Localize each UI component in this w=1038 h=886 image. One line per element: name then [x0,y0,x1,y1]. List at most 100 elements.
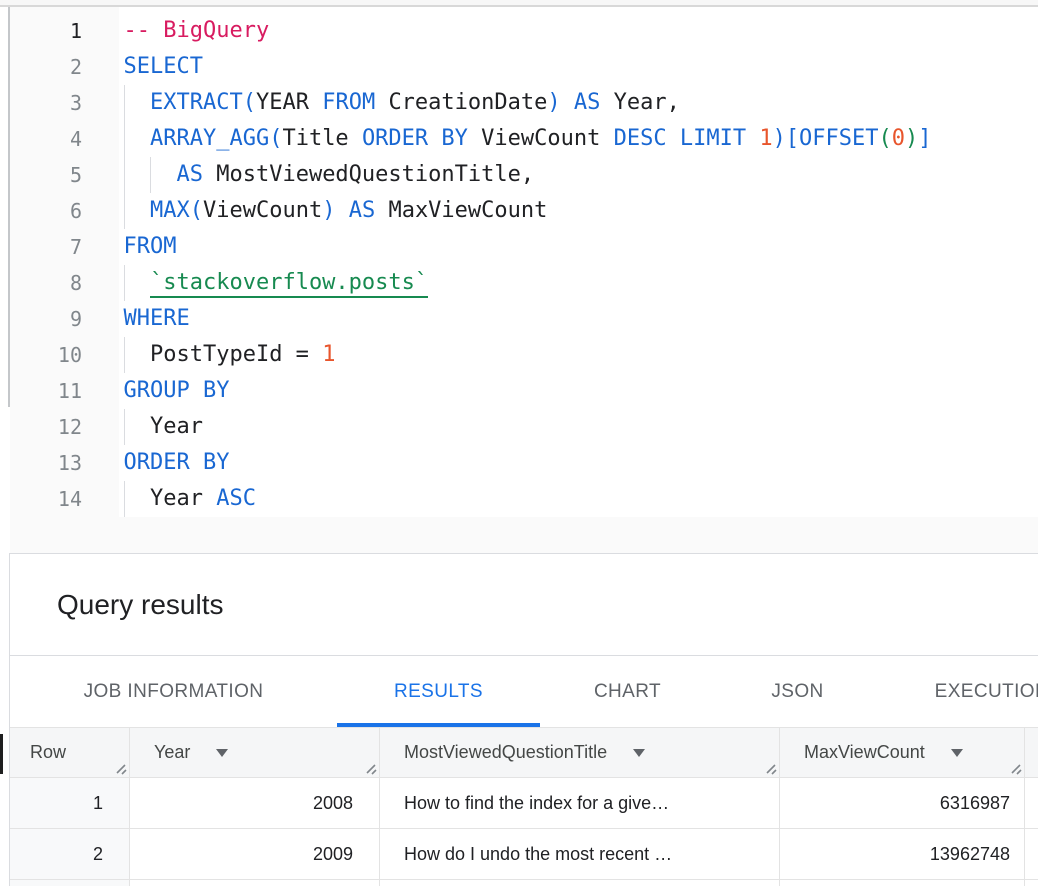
column-dropdown-icon[interactable] [950,748,963,757]
line-number: 13 [10,445,119,481]
code-line-content: Year ASC [119,481,256,517]
panel-left-border [9,553,10,886]
code-line: 12 Year [10,409,1038,445]
code-line-content: FROM [119,229,177,265]
sql-editor[interactable]: 1 -- BigQuery 2 SELECT 3 EXTRACT(YEAR FROM C… [10,7,1038,553]
code-token: DESC LIMIT [613,126,760,151]
table-cell: 6316987 [780,778,1025,829]
table-cell: How do I undo the most recent … [380,829,780,880]
code-token: ViewCount [481,126,614,151]
code-token: CreationDate [388,90,548,115]
indent-guide [123,481,125,517]
indent-guide [123,121,125,157]
column-resize-grip[interactable] [1006,759,1023,776]
tab-label: RESULTS [393,680,484,702]
tab-label: CHART [593,680,662,702]
scrollbar-thumb[interactable] [8,7,10,407]
code-line-content: -- BigQuery [119,13,270,49]
column-header-filler [1025,728,1038,778]
tab-job-information[interactable]: JOB INFORMATION [10,656,337,727]
active-tab-indicator [337,723,540,727]
code-token: PostTypeId = [123,342,323,367]
code-line: 11 GROUP BY [10,373,1038,409]
code-line: 6 MAX(ViewCount) AS MaxViewCount [10,193,1038,229]
table-row: 1 2008 How to find the index for a give… 63… [10,778,1038,829]
code-line: 7 FROM [10,229,1038,265]
column-resize-grip[interactable] [761,759,778,776]
indent-guide [123,85,125,121]
column-header-maxviewcount[interactable]: MaxViewCount [780,728,1025,778]
code-token: Year, [600,90,680,115]
code-line: 4 ARRAY_AGG(Title ORDER BY ViewCount DES… [10,121,1038,157]
results-tab-bar: JOB INFORMATION RESULTS CHART JSON EXECUTION… [10,655,1038,728]
column-dropdown-icon[interactable] [216,748,229,757]
table-cell-partial [380,880,780,886]
code-line: 5 AS MostViewedQuestionTitle, [10,157,1038,193]
code-line-content: ARRAY_AGG(Title ORDER BY ViewCount DESC … [119,121,932,157]
code-token: ) [322,198,336,223]
editor-top-border [0,0,1038,7]
code-token: 1 [759,126,773,151]
table-cell-filler [1025,829,1038,880]
indent-guide [149,157,151,193]
code-line: 13 ORDER BY [10,445,1038,481]
column-header-label: Year [154,742,191,762]
row-number-cell: 2 [10,829,130,880]
column-resize-grip[interactable] [111,759,128,776]
query-results-header: Query results [10,553,1038,655]
code-line: 14 Year ASC [10,481,1038,517]
code-line: 2 SELECT [10,49,1038,85]
column-header-label: Row [30,742,67,762]
code-token [335,198,348,223]
code-token: 1 [322,342,336,367]
line-number: 10 [10,337,119,373]
code-token: MAX( [150,198,203,223]
line-number: 8 [10,265,119,301]
line-number: 5 [10,157,119,193]
code-token: AS [573,90,601,115]
indent-guide [123,193,125,229]
code-line-content: SELECT [119,49,203,85]
column-resize-grip[interactable] [361,759,378,776]
code-token: MostViewedQuestionTitle, [202,162,535,187]
column-header-mostviewedquestiontitle[interactable]: MostViewedQuestionTitle [380,728,780,778]
table-cell: 2008 [130,778,380,829]
code-line: 3 EXTRACT(YEAR FROM CreationDate) AS Yea… [10,85,1038,121]
query-results-title: Query results [57,588,224,620]
column-dropdown-icon[interactable] [633,748,646,757]
code-line-content: PostTypeId = 1 [119,337,335,373]
table-reference-link[interactable]: `stackoverflow.posts` [150,270,429,298]
code-token: Year [123,414,203,439]
column-header-row[interactable]: Row [10,728,130,778]
code-line-content: AS MostViewedQuestionTitle, [119,157,534,193]
code-token: WHERE [123,306,190,331]
tab-label: EXECUTION DETAILS [934,680,1038,702]
tab-label: JOB INFORMATION [83,680,264,702]
code-line-content: ORDER BY [119,445,230,481]
column-header-year[interactable]: Year [130,728,380,778]
line-number: 6 [10,193,119,229]
table-row-partial [10,880,1038,886]
code-line-content: Year [119,409,203,445]
code-token: Title [282,126,362,151]
code-token: ) [905,126,919,151]
tab-execution-details[interactable]: EXECUTION DETAILS [880,656,1038,727]
code-line-content: `stackoverflow.posts` [119,265,429,301]
table-cell-partial [130,880,380,886]
line-number: 11 [10,373,119,409]
table-cell-filler [1025,880,1038,886]
line-number: 9 [10,301,119,337]
table-cell-partial [10,880,130,886]
tab-chart[interactable]: CHART [540,656,715,727]
code-token [561,90,574,115]
code-line-content: EXTRACT(YEAR FROM CreationDate) AS Year, [119,85,680,121]
tab-results[interactable]: RESULTS [337,656,540,727]
code-token: ( [878,126,892,151]
code-token: 0 [891,126,906,151]
scrollbar-thumb[interactable] [0,734,3,774]
code-token: FROM [322,90,389,115]
code-token [124,270,151,295]
indent-guide [123,409,125,445]
tab-json[interactable]: JSON [715,656,880,727]
code-line-content: WHERE [119,301,190,337]
